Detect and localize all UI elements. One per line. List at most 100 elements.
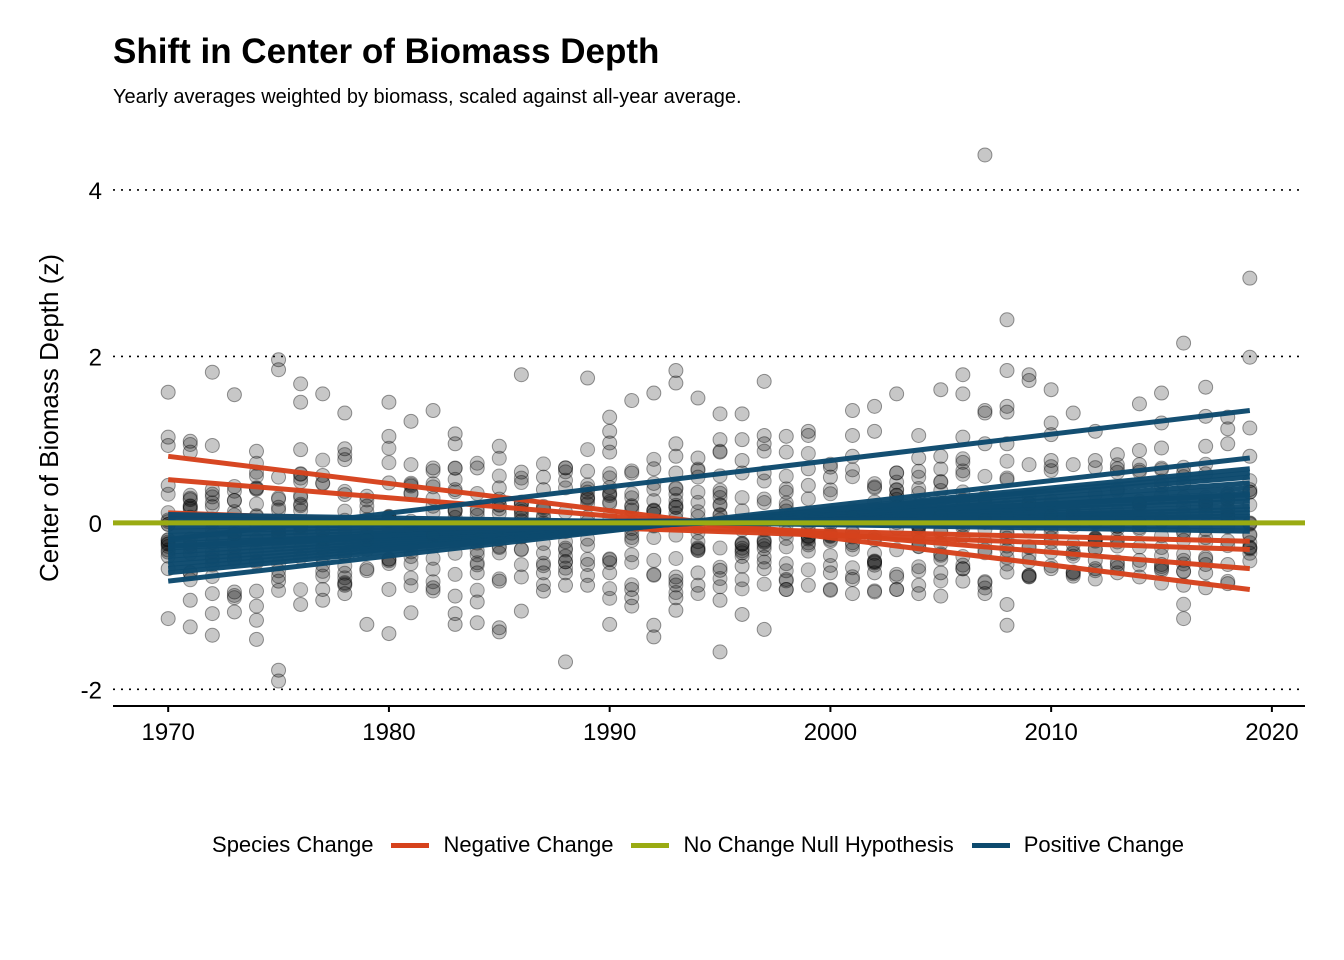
data-point — [271, 662, 287, 678]
data-point — [955, 386, 971, 402]
y-tick-label: 4 — [89, 178, 102, 205]
cloud-point — [867, 554, 883, 570]
cloud-point — [955, 466, 971, 482]
cloud-point — [624, 463, 640, 479]
cloud-point — [911, 559, 927, 575]
legend-title: Species Change — [212, 832, 374, 857]
data-point — [491, 438, 507, 454]
cloud-point — [977, 574, 993, 590]
cloud-point — [447, 460, 463, 476]
data-point — [602, 616, 618, 632]
data-point — [359, 561, 375, 577]
data-point — [624, 465, 640, 481]
cloud-point — [734, 548, 750, 564]
legend-key-positive — [971, 842, 1010, 848]
cloud-point — [535, 456, 551, 472]
data-point — [999, 312, 1015, 328]
data-point — [690, 390, 706, 406]
data-point — [844, 403, 860, 419]
y-tick-label: 2 — [89, 344, 102, 371]
data-point — [867, 565, 883, 581]
cloud-point — [668, 500, 684, 516]
cloud-point — [204, 495, 220, 511]
cloud-point — [469, 455, 485, 471]
data-point — [1065, 568, 1081, 584]
legend-item-no-change: No Change Null Hypothesis — [631, 832, 954, 858]
cloud-point — [822, 557, 838, 573]
cloud-point — [778, 573, 794, 589]
cloud-point — [867, 555, 883, 571]
cloud-point — [425, 463, 441, 479]
cloud-point — [756, 549, 772, 565]
data-point — [447, 616, 463, 632]
data-point — [1198, 379, 1214, 395]
cloud-point — [602, 555, 618, 571]
legend-key-negative — [391, 842, 430, 848]
data-point — [381, 626, 397, 642]
cloud-point — [513, 557, 529, 573]
cloud-point — [558, 464, 574, 480]
data-point — [955, 573, 971, 589]
cloud-point — [535, 577, 551, 593]
cloud-point — [690, 540, 706, 556]
cloud-point — [602, 551, 618, 567]
chart-title: Shift in Center of Biomass Depth — [113, 32, 660, 71]
cloud-point — [315, 568, 331, 584]
data-point — [602, 444, 618, 460]
data-point — [1176, 335, 1192, 351]
cloud-point — [867, 554, 883, 570]
data-point — [668, 436, 684, 452]
y-axis-title: Center of Biomass Depth (z) — [34, 254, 64, 582]
cloud-point — [889, 474, 905, 490]
data-point — [646, 461, 662, 477]
data-point — [800, 423, 816, 439]
data-point — [403, 457, 419, 473]
data-point — [756, 373, 772, 389]
data-point — [1220, 436, 1236, 452]
cloud-point — [1043, 459, 1059, 475]
data-point — [999, 398, 1015, 414]
cloud-point — [337, 565, 353, 581]
x-tick-label: 2020 — [1245, 719, 1298, 746]
cloud-point — [226, 493, 242, 509]
cloud-point — [867, 553, 883, 569]
cloud-point — [734, 572, 750, 588]
data-point — [580, 577, 596, 593]
data-point — [182, 492, 198, 508]
x-tick-label: 1980 — [362, 719, 415, 746]
data-point — [381, 581, 397, 597]
data-point — [226, 387, 242, 403]
cloud-point — [999, 453, 1015, 469]
data-point — [1242, 349, 1258, 365]
cloud-point — [1021, 567, 1037, 583]
cloud-point — [337, 575, 353, 591]
data-point — [933, 565, 949, 581]
data-point — [1043, 415, 1059, 431]
data-point — [977, 586, 993, 602]
data-point — [535, 469, 551, 485]
data-point — [999, 617, 1015, 633]
data-point — [248, 583, 264, 599]
cloud-point — [712, 489, 728, 505]
cloud-point — [867, 480, 883, 496]
cloud-point — [447, 566, 463, 582]
cloud-point — [822, 482, 838, 498]
cloud-point — [734, 543, 750, 559]
legend: Species Change Negative Change No Change… — [0, 832, 1344, 858]
data-point — [337, 586, 353, 602]
cloud-point — [447, 460, 463, 476]
cloud-point — [911, 469, 927, 485]
cloud-point — [955, 561, 971, 577]
data-point — [867, 398, 883, 414]
data-point — [1176, 563, 1192, 579]
data-point — [425, 460, 441, 476]
data-point — [955, 367, 971, 383]
data-point — [646, 566, 662, 582]
cloud-point — [558, 560, 574, 576]
data-point — [1021, 569, 1037, 585]
cloud-point — [624, 554, 640, 570]
cloud-point — [315, 452, 331, 468]
data-point — [955, 561, 971, 577]
cloud-point — [977, 468, 993, 484]
